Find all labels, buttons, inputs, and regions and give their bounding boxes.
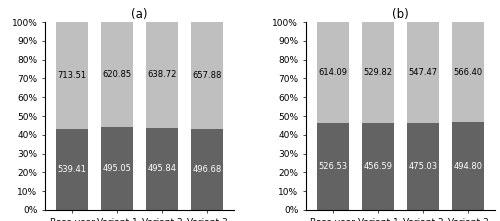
Bar: [146, 128, 178, 210]
Text: 638.72: 638.72: [148, 70, 176, 80]
Bar: [407, 123, 439, 210]
Text: 526.53: 526.53: [318, 162, 348, 171]
Bar: [452, 22, 484, 122]
Bar: [101, 22, 133, 127]
Text: 657.88: 657.88: [192, 71, 222, 80]
Title: (a): (a): [132, 8, 148, 21]
Title: (b): (b): [392, 8, 409, 21]
Text: 547.47: 547.47: [408, 68, 438, 77]
Bar: [316, 22, 349, 123]
Text: 496.68: 496.68: [192, 165, 222, 174]
Text: 713.51: 713.51: [58, 71, 86, 80]
Bar: [56, 129, 88, 210]
Bar: [452, 122, 484, 210]
Text: 456.59: 456.59: [364, 162, 392, 171]
Text: 620.85: 620.85: [102, 70, 132, 79]
Bar: [407, 22, 439, 123]
Text: 614.09: 614.09: [318, 68, 348, 77]
Bar: [146, 22, 178, 128]
Text: 475.03: 475.03: [408, 162, 438, 171]
Text: 495.84: 495.84: [148, 164, 176, 173]
Text: 566.40: 566.40: [454, 68, 482, 77]
Bar: [362, 123, 394, 210]
Text: 529.82: 529.82: [364, 68, 392, 77]
Bar: [191, 22, 224, 129]
Text: 495.05: 495.05: [102, 164, 132, 173]
Text: 539.41: 539.41: [58, 165, 86, 174]
Bar: [316, 123, 349, 210]
Bar: [56, 22, 88, 129]
Text: 494.80: 494.80: [454, 162, 482, 171]
Bar: [191, 129, 224, 210]
Bar: [362, 22, 394, 123]
Bar: [101, 127, 133, 210]
